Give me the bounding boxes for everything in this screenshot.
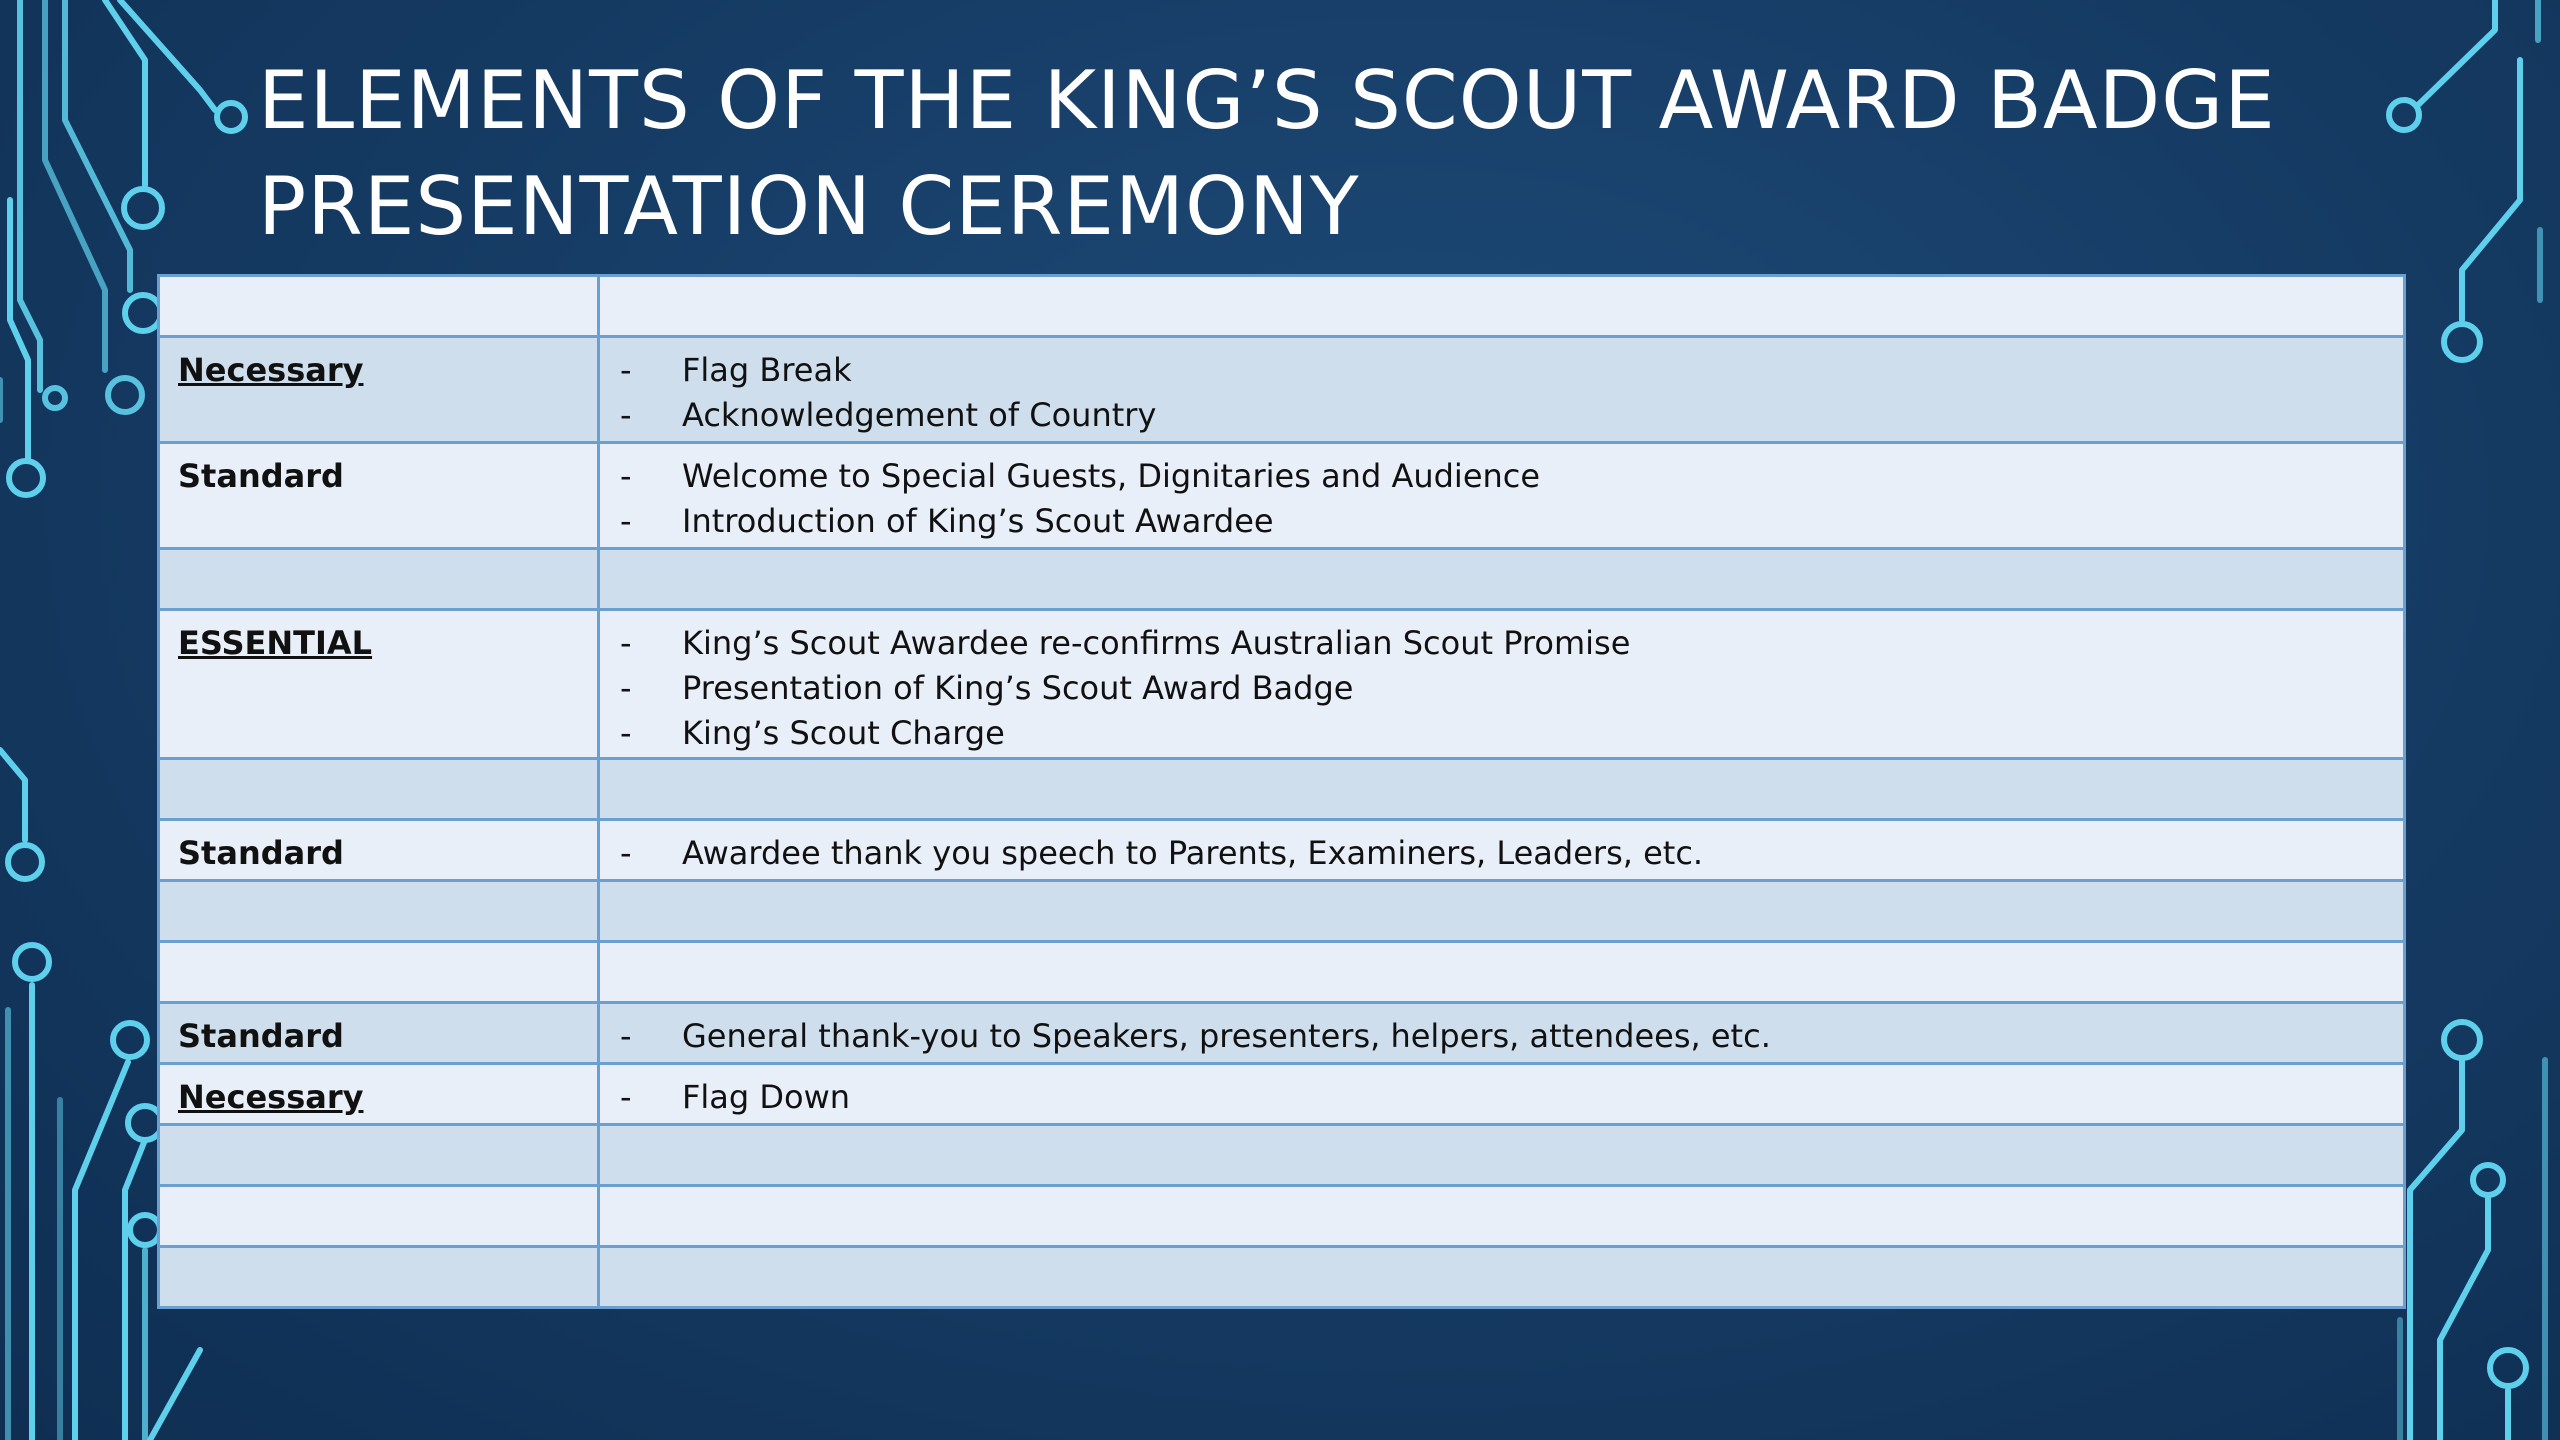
dash-bullet: - bbox=[620, 714, 632, 752]
items-cell bbox=[597, 879, 2406, 943]
items-cell bbox=[597, 940, 2406, 1004]
element-text: Presentation of King’s Scout Award Badge bbox=[682, 669, 1354, 707]
dash-bullet: - bbox=[620, 1078, 632, 1116]
element-text: Acknowledgement of Country bbox=[682, 396, 1157, 434]
element-item: - King’s Scout Awardee re-confirms Austra… bbox=[618, 621, 2385, 666]
table-row: ESSENTIAL - King’s Scout Awardee re-confi… bbox=[157, 608, 2406, 760]
element-item: - Introduction of King’s Scout Awardee bbox=[618, 499, 2385, 544]
items-cell: - King’s Scout Awardee re-confirms Austra… bbox=[597, 608, 2406, 760]
dash-bullet: - bbox=[620, 1017, 632, 1055]
items-cell: - General thank-you to Speakers, presente… bbox=[597, 1001, 2406, 1065]
element-text: King’s Scout Charge bbox=[682, 714, 1005, 752]
element-text: King’s Scout Awardee re-confirms Austral… bbox=[682, 624, 1631, 662]
element-list: - Flag Down bbox=[618, 1065, 2385, 1120]
category-cell bbox=[157, 274, 600, 338]
category-label: Standard bbox=[178, 457, 344, 495]
category-cell: ESSENTIAL bbox=[157, 608, 600, 760]
table-row bbox=[157, 940, 2406, 1004]
items-cell bbox=[597, 1123, 2406, 1187]
table-row: Standard - General thank-you to Speakers,… bbox=[157, 1001, 2406, 1065]
category-cell: Necessary bbox=[157, 335, 600, 444]
element-item: - Flag Down bbox=[618, 1075, 2385, 1120]
table-row: Standard - Welcome to Special Guests, Dig… bbox=[157, 441, 2406, 550]
category-cell bbox=[157, 547, 600, 611]
items-cell: - Flag Break - Acknowledgement of Country bbox=[597, 335, 2406, 444]
items-cell bbox=[597, 1245, 2406, 1309]
element-text: Introduction of King’s Scout Awardee bbox=[682, 502, 1274, 540]
table-row bbox=[157, 1184, 2406, 1248]
element-list: - Awardee thank you speech to Parents, Ex… bbox=[618, 821, 2385, 876]
element-item: - General thank-you to Speakers, presente… bbox=[618, 1014, 2385, 1059]
table-row: Necessary - Flag Down bbox=[157, 1062, 2406, 1126]
items-cell bbox=[597, 547, 2406, 611]
table-row: Necessary - Flag Break - Acknowledgement o… bbox=[157, 335, 2406, 444]
items-cell bbox=[597, 757, 2406, 821]
category-cell: Necessary bbox=[157, 1062, 600, 1126]
element-item: - Acknowledgement of Country bbox=[618, 393, 2385, 438]
category-cell: Standard bbox=[157, 441, 600, 550]
dash-bullet: - bbox=[620, 396, 632, 434]
element-item: - Presentation of King’s Scout Award Badg… bbox=[618, 666, 2385, 711]
element-list: - King’s Scout Awardee re-confirms Austra… bbox=[618, 611, 2385, 756]
ceremony-elements-table: Necessary - Flag Break - Acknowledgement o… bbox=[157, 274, 2406, 1309]
category-cell: Standard bbox=[157, 1001, 600, 1065]
category-cell bbox=[157, 1184, 600, 1248]
category-label: Standard bbox=[178, 1017, 344, 1055]
items-cell: - Flag Down bbox=[597, 1062, 2406, 1126]
element-text: Flag Break bbox=[682, 351, 852, 389]
slide-title: ELEMENTS OF THE KING’S SCOUT AWARD BADGE… bbox=[258, 48, 2408, 260]
element-item: - King’s Scout Charge bbox=[618, 711, 2385, 756]
category-cell bbox=[157, 879, 600, 943]
table-row: Standard - Awardee thank you speech to Pa… bbox=[157, 818, 2406, 882]
items-cell bbox=[597, 1184, 2406, 1248]
category-cell bbox=[157, 757, 600, 821]
element-item: - Flag Break bbox=[618, 348, 2385, 393]
element-list: - Flag Break - Acknowledgement of Country bbox=[618, 338, 2385, 438]
table-row bbox=[157, 1123, 2406, 1187]
element-text: Flag Down bbox=[682, 1078, 851, 1116]
items-cell: - Welcome to Special Guests, Dignitaries … bbox=[597, 441, 2406, 550]
element-item: - Welcome to Special Guests, Dignitaries … bbox=[618, 454, 2385, 499]
table-row bbox=[157, 547, 2406, 611]
dash-bullet: - bbox=[620, 834, 632, 872]
title-line-1: ELEMENTS OF THE KING’S SCOUT AWARD BADGE bbox=[258, 54, 2276, 147]
dash-bullet: - bbox=[620, 669, 632, 707]
items-cell bbox=[597, 274, 2406, 338]
category-cell bbox=[157, 940, 600, 1004]
dash-bullet: - bbox=[620, 351, 632, 389]
title-line-2: PRESENTATION CEREMONY bbox=[258, 160, 1360, 253]
category-cell bbox=[157, 1245, 600, 1309]
element-list: - General thank-you to Speakers, presente… bbox=[618, 1004, 2385, 1059]
category-cell bbox=[157, 1123, 600, 1187]
category-cell: Standard bbox=[157, 818, 600, 882]
element-text: General thank-you to Speakers, presenter… bbox=[682, 1017, 1771, 1055]
category-label: Necessary bbox=[178, 351, 364, 389]
items-cell: - Awardee thank you speech to Parents, Ex… bbox=[597, 818, 2406, 882]
element-list: - Welcome to Special Guests, Dignitaries … bbox=[618, 444, 2385, 544]
table-row bbox=[157, 274, 2406, 338]
dash-bullet: - bbox=[620, 624, 632, 662]
dash-bullet: - bbox=[620, 502, 632, 540]
element-text: Awardee thank you speech to Parents, Exa… bbox=[682, 834, 1704, 872]
category-label: Standard bbox=[178, 834, 344, 872]
table-row bbox=[157, 757, 2406, 821]
category-label: Necessary bbox=[178, 1078, 364, 1116]
category-label: ESSENTIAL bbox=[178, 624, 373, 662]
table-row bbox=[157, 1245, 2406, 1309]
element-item: - Awardee thank you speech to Parents, Ex… bbox=[618, 831, 2385, 876]
table-row bbox=[157, 879, 2406, 943]
element-text: Welcome to Special Guests, Dignitaries a… bbox=[682, 457, 1541, 495]
dash-bullet: - bbox=[620, 457, 632, 495]
